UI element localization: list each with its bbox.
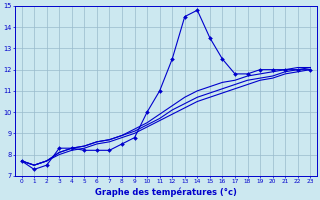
X-axis label: Graphe des températures (°c): Graphe des températures (°c) [95, 187, 237, 197]
